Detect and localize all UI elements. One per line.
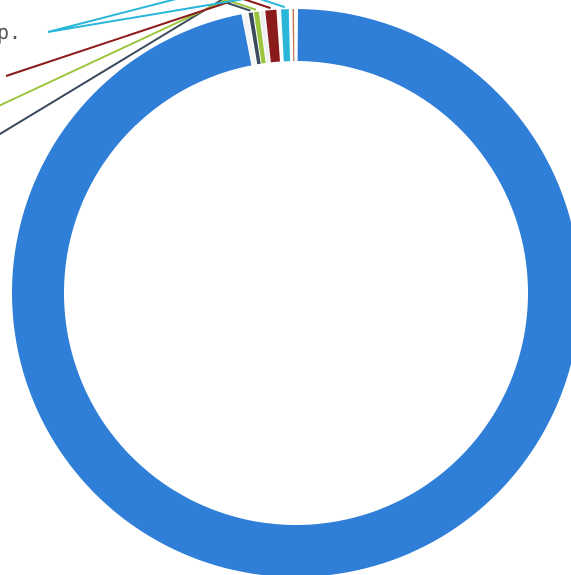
slice-label-7: p. [0, 20, 21, 44]
donut-slice-4[interactable] [259, 10, 270, 63]
donut-slice-7[interactable] [281, 9, 291, 62]
leader-line-2 [0, 0, 251, 136]
donut-slice-6[interactable] [277, 9, 283, 62]
donut-slice-2[interactable] [248, 12, 261, 65]
leader-line-5 [5, 0, 271, 77]
slices-layer [12, 9, 571, 575]
leader-line-7 [47, 0, 286, 33]
donut-slice-1[interactable] [242, 13, 257, 66]
donut-slice-3[interactable] [253, 11, 266, 64]
donut-slice-0[interactable] [12, 9, 571, 575]
donut-slice-5[interactable] [265, 9, 280, 63]
slice-labels-layer: p. [0, 20, 21, 44]
leader-line-3 [0, 0, 257, 107]
donut-slice-9[interactable] [292, 9, 295, 62]
donut-slice-8[interactable] [289, 9, 293, 62]
leader-line-top [47, 0, 177, 33]
leader-lines-layer [0, 0, 286, 136]
